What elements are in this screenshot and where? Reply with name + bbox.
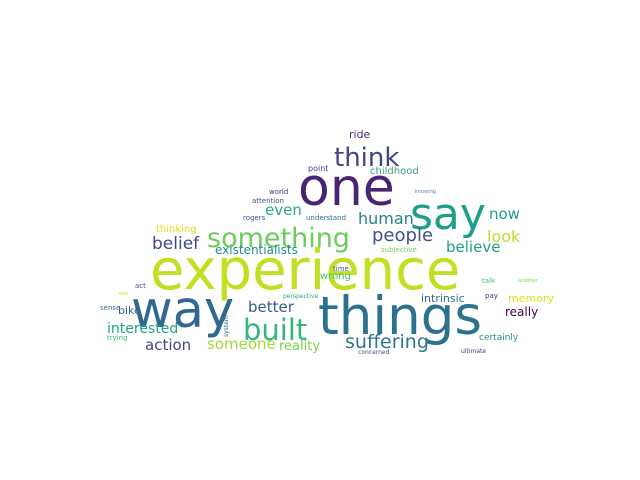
word-rogers: rogers <box>243 214 266 222</box>
word-really: really <box>505 305 539 319</box>
word-use: use <box>119 291 128 297</box>
word-wrong: wrong <box>320 271 351 282</box>
word-concerned: concerned <box>358 349 390 356</box>
word-think: think <box>334 143 400 173</box>
word-perspective: perspective <box>283 293 319 300</box>
word-world: world <box>269 188 289 196</box>
word-childhood: childhood <box>370 166 419 177</box>
word-experience: experience <box>150 238 461 303</box>
word-even: even <box>265 201 302 219</box>
word-belief: belief <box>152 234 200 254</box>
word-act: act <box>135 282 146 290</box>
word-believe: believe <box>446 238 501 256</box>
word-understand: understand <box>306 214 347 222</box>
word-something: something <box>207 223 350 254</box>
word-point: point <box>308 164 329 173</box>
word-suffering: suffering <box>345 331 429 353</box>
word-thinking: thinking <box>156 224 197 235</box>
word-bike: bike <box>118 304 141 317</box>
word-one: one <box>298 158 395 218</box>
word-human: human <box>358 209 414 228</box>
word-certainly: certainly <box>479 333 519 343</box>
word-better: better <box>248 298 294 316</box>
word-ride: ride <box>349 128 371 141</box>
word-way: way <box>131 281 235 340</box>
word-memory: memory <box>508 292 554 305</box>
word-pay: pay <box>485 292 498 300</box>
word-another: another <box>518 278 538 284</box>
word-knowing: knowing <box>415 189 436 195</box>
word-interested: interested <box>107 321 179 337</box>
word-say: say <box>410 189 486 240</box>
word-intrinsic: intrinsic <box>421 292 465 305</box>
word-someone: someone <box>207 335 276 353</box>
word-trying: trying <box>107 334 128 342</box>
word-look: look <box>487 227 521 246</box>
word-built: built <box>243 313 308 347</box>
word-now: now <box>489 205 520 223</box>
word-people: people <box>372 225 434 246</box>
word-time: time <box>333 265 349 273</box>
word-things: things <box>318 286 482 347</box>
word-action: action <box>145 336 192 354</box>
word-reality: reality <box>279 339 321 354</box>
word-attention: attention <box>252 197 284 205</box>
word-ultimate: ultimate <box>461 348 487 355</box>
word-system: system <box>223 315 230 337</box>
word-subjective: subjective <box>381 246 417 254</box>
word-existentialists: existentialists <box>215 243 298 257</box>
word-sense: sense <box>100 304 121 312</box>
word-talk: talk <box>482 277 496 285</box>
